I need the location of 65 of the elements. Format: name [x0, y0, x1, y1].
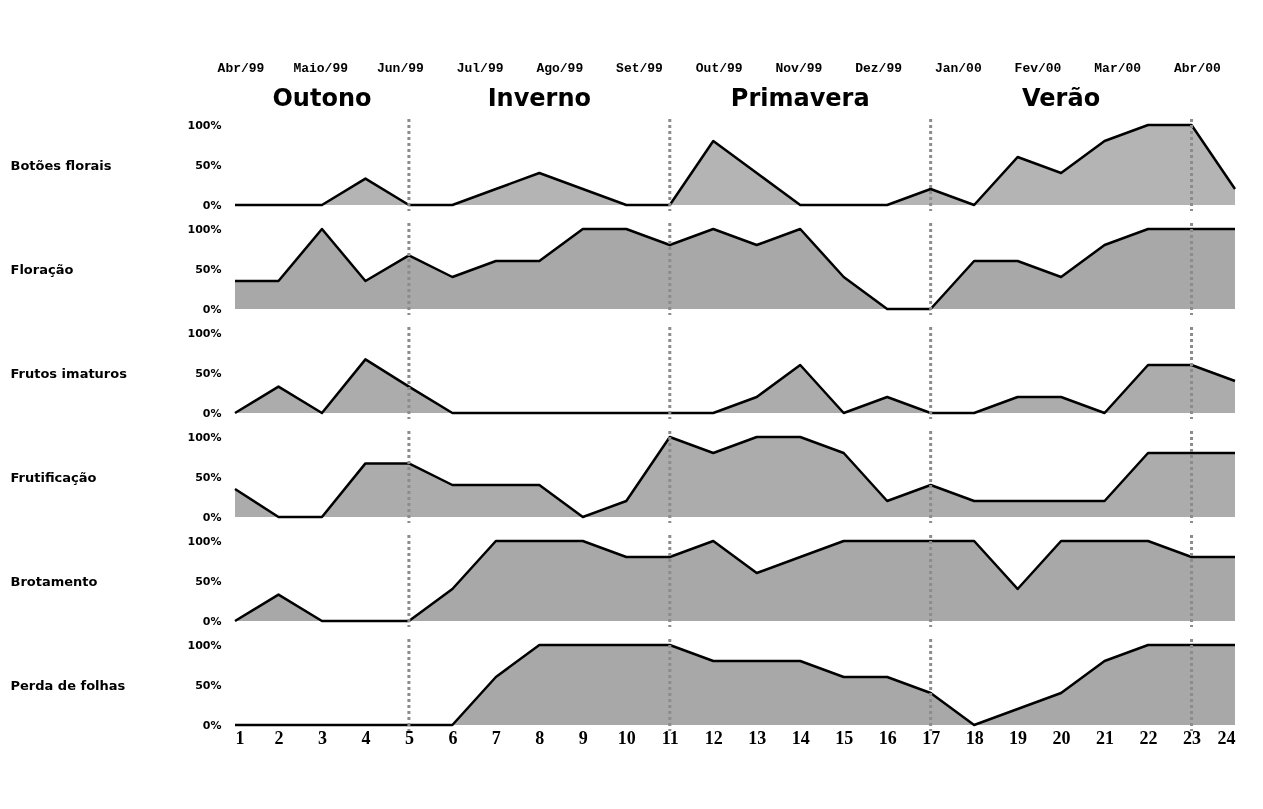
y-axis-title: Floração — [10, 261, 74, 277]
x-tick-label: 19 — [1009, 727, 1028, 748]
x-tick-label: 6 — [448, 727, 458, 748]
x-tick-label: 21 — [1096, 727, 1115, 748]
x-tick-label: 24 — [1217, 727, 1236, 748]
x-tick-label: 3 — [317, 727, 327, 748]
y-tick-label: 100% — [187, 326, 222, 340]
text: Jul/99 — [456, 61, 504, 76]
text: Outono — [272, 84, 372, 112]
x-tick-label: 15 — [835, 727, 854, 748]
x-tick-label: 22 — [1139, 727, 1158, 748]
text: Maio/99 — [293, 61, 349, 76]
y-tick-label: 0% — [202, 510, 222, 524]
y-tick-label: 100% — [187, 118, 222, 132]
x-tick-label: 9 — [578, 727, 588, 748]
y-tick-label: 100% — [187, 534, 222, 548]
text: Abr/99 — [217, 61, 265, 76]
y-tick-label: 50% — [195, 262, 222, 276]
x-tick-label: 2 — [274, 727, 284, 748]
y-tick-label: 0% — [202, 198, 222, 212]
text: Out/99 — [695, 61, 743, 76]
text: Nov/99 — [775, 61, 823, 76]
x-tick-label: 14 — [791, 727, 810, 748]
y-tick-label: 0% — [202, 302, 222, 316]
x-tick-label: 11 — [661, 727, 679, 748]
y-tick-label: 50% — [195, 366, 222, 380]
text: Jun/99 — [376, 61, 424, 76]
x-tick-label: 23 — [1183, 727, 1202, 748]
y-axis-title: Frutos imaturos — [10, 365, 128, 381]
x-tick-label: 16 — [878, 727, 897, 748]
text: Fev/00 — [1014, 61, 1062, 76]
x-tick-label: 18 — [965, 727, 984, 748]
text: Abr/00 — [1173, 61, 1221, 76]
x-tick-label: 13 — [748, 727, 767, 748]
y-axis-title: Brotamento — [10, 573, 98, 589]
text: Ago/99 — [536, 61, 584, 76]
y-tick-label: 50% — [195, 678, 222, 692]
y-tick-label: 100% — [187, 638, 222, 652]
text: Primavera — [730, 84, 870, 112]
x-tick-label: 7 — [491, 727, 501, 748]
y-axis-title: Frutificação — [10, 469, 97, 485]
x-tick-label: 12 — [704, 727, 723, 748]
y-tick-label: 100% — [187, 222, 222, 236]
x-tick-label: 4 — [361, 727, 371, 748]
x-tick-label: 10 — [617, 727, 636, 748]
x-tick-label: 5 — [404, 727, 414, 748]
y-axis-title: Perda de folhas — [10, 677, 126, 693]
y-tick-label: 50% — [195, 158, 222, 172]
x-tick-label: 8 — [535, 727, 545, 748]
y-tick-label: 0% — [202, 718, 222, 732]
y-tick-label: 0% — [202, 614, 222, 628]
x-tick-label: 20 — [1052, 727, 1071, 748]
text: Jan/00 — [934, 61, 982, 76]
x-tick-label: 1 — [235, 727, 245, 748]
text: Set/99 — [616, 61, 664, 76]
x-tick-label: 17 — [922, 727, 941, 748]
y-axis-title: Botões florais — [10, 157, 112, 173]
text: Dez/99 — [855, 61, 903, 76]
y-tick-label: 0% — [202, 406, 222, 420]
y-tick-label: 50% — [195, 470, 222, 484]
text: Mar/00 — [1094, 61, 1142, 76]
text: Inverno — [487, 84, 592, 112]
text: Verão — [1022, 84, 1101, 112]
y-tick-label: 50% — [195, 574, 222, 588]
y-tick-label: 100% — [187, 430, 222, 444]
